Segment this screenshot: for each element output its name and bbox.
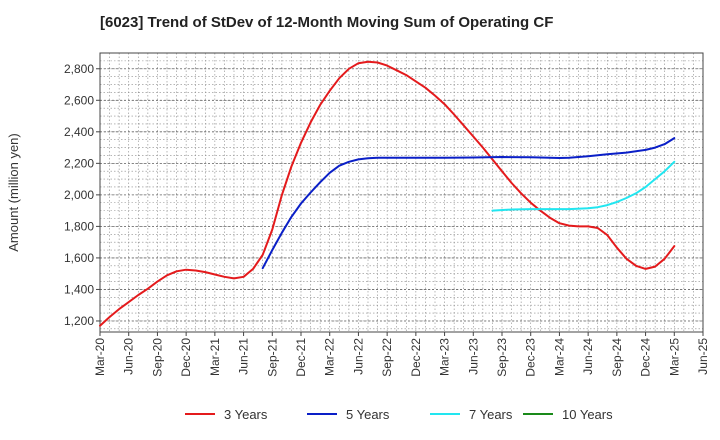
x-tick-label: Mar-22 xyxy=(323,338,337,376)
x-tick-label: Dec-24 xyxy=(639,338,653,377)
x-tick-label: Jun-22 xyxy=(351,338,365,375)
legend-label: 5 Years xyxy=(346,407,390,422)
y-tick-label: 2,600 xyxy=(64,93,94,107)
y-tick-label: 1,600 xyxy=(64,251,94,265)
y-tick-label: 1,800 xyxy=(64,219,94,233)
x-tick-label: Dec-21 xyxy=(294,338,308,377)
chart-title: [6023] Trend of StDev of 12-Month Moving… xyxy=(100,14,554,31)
y-tick-label: 2,400 xyxy=(64,125,94,139)
y-tick-label: 2,000 xyxy=(64,188,94,202)
x-tick-label: Mar-25 xyxy=(667,338,681,376)
x-tick-label: Sep-20 xyxy=(150,338,164,377)
y-tick-label: 2,200 xyxy=(64,156,94,170)
y-tick-label: 1,400 xyxy=(64,282,94,296)
plot-area xyxy=(100,53,703,332)
legend-label: 3 Years xyxy=(224,407,268,422)
x-tick-label: Jun-21 xyxy=(237,338,251,375)
x-tick-label: Jun-20 xyxy=(122,338,136,375)
series-line xyxy=(99,60,676,327)
x-tick-label: Dec-20 xyxy=(179,338,193,377)
x-tick-label: Jun-25 xyxy=(696,338,710,375)
x-tick-label: Mar-23 xyxy=(438,338,452,376)
x-tick-label: Sep-22 xyxy=(380,338,394,377)
x-tick-label: Mar-24 xyxy=(552,338,566,376)
y-tick-label: 1,200 xyxy=(64,314,94,328)
x-tick-label: Dec-22 xyxy=(409,338,423,377)
x-tick-label: Dec-23 xyxy=(524,338,538,377)
x-tick-label: Mar-21 xyxy=(208,338,222,376)
series-line xyxy=(261,137,676,270)
x-tick-label: Mar-20 xyxy=(93,338,107,376)
plot-frame xyxy=(99,52,704,333)
x-tick-label: Jun-23 xyxy=(466,338,480,375)
x-tick-label: Sep-21 xyxy=(265,338,279,377)
legend-label: 7 Years xyxy=(469,407,513,422)
series-line xyxy=(491,160,676,212)
x-tick-label: Sep-24 xyxy=(610,338,624,377)
y-tick-label: 2,800 xyxy=(64,62,94,76)
x-tick-label: Sep-23 xyxy=(495,338,509,377)
x-tick-label: Jun-24 xyxy=(581,338,595,375)
y-axis-label: Amount (million yen) xyxy=(6,133,21,252)
legend-label: 10 Years xyxy=(562,407,613,422)
